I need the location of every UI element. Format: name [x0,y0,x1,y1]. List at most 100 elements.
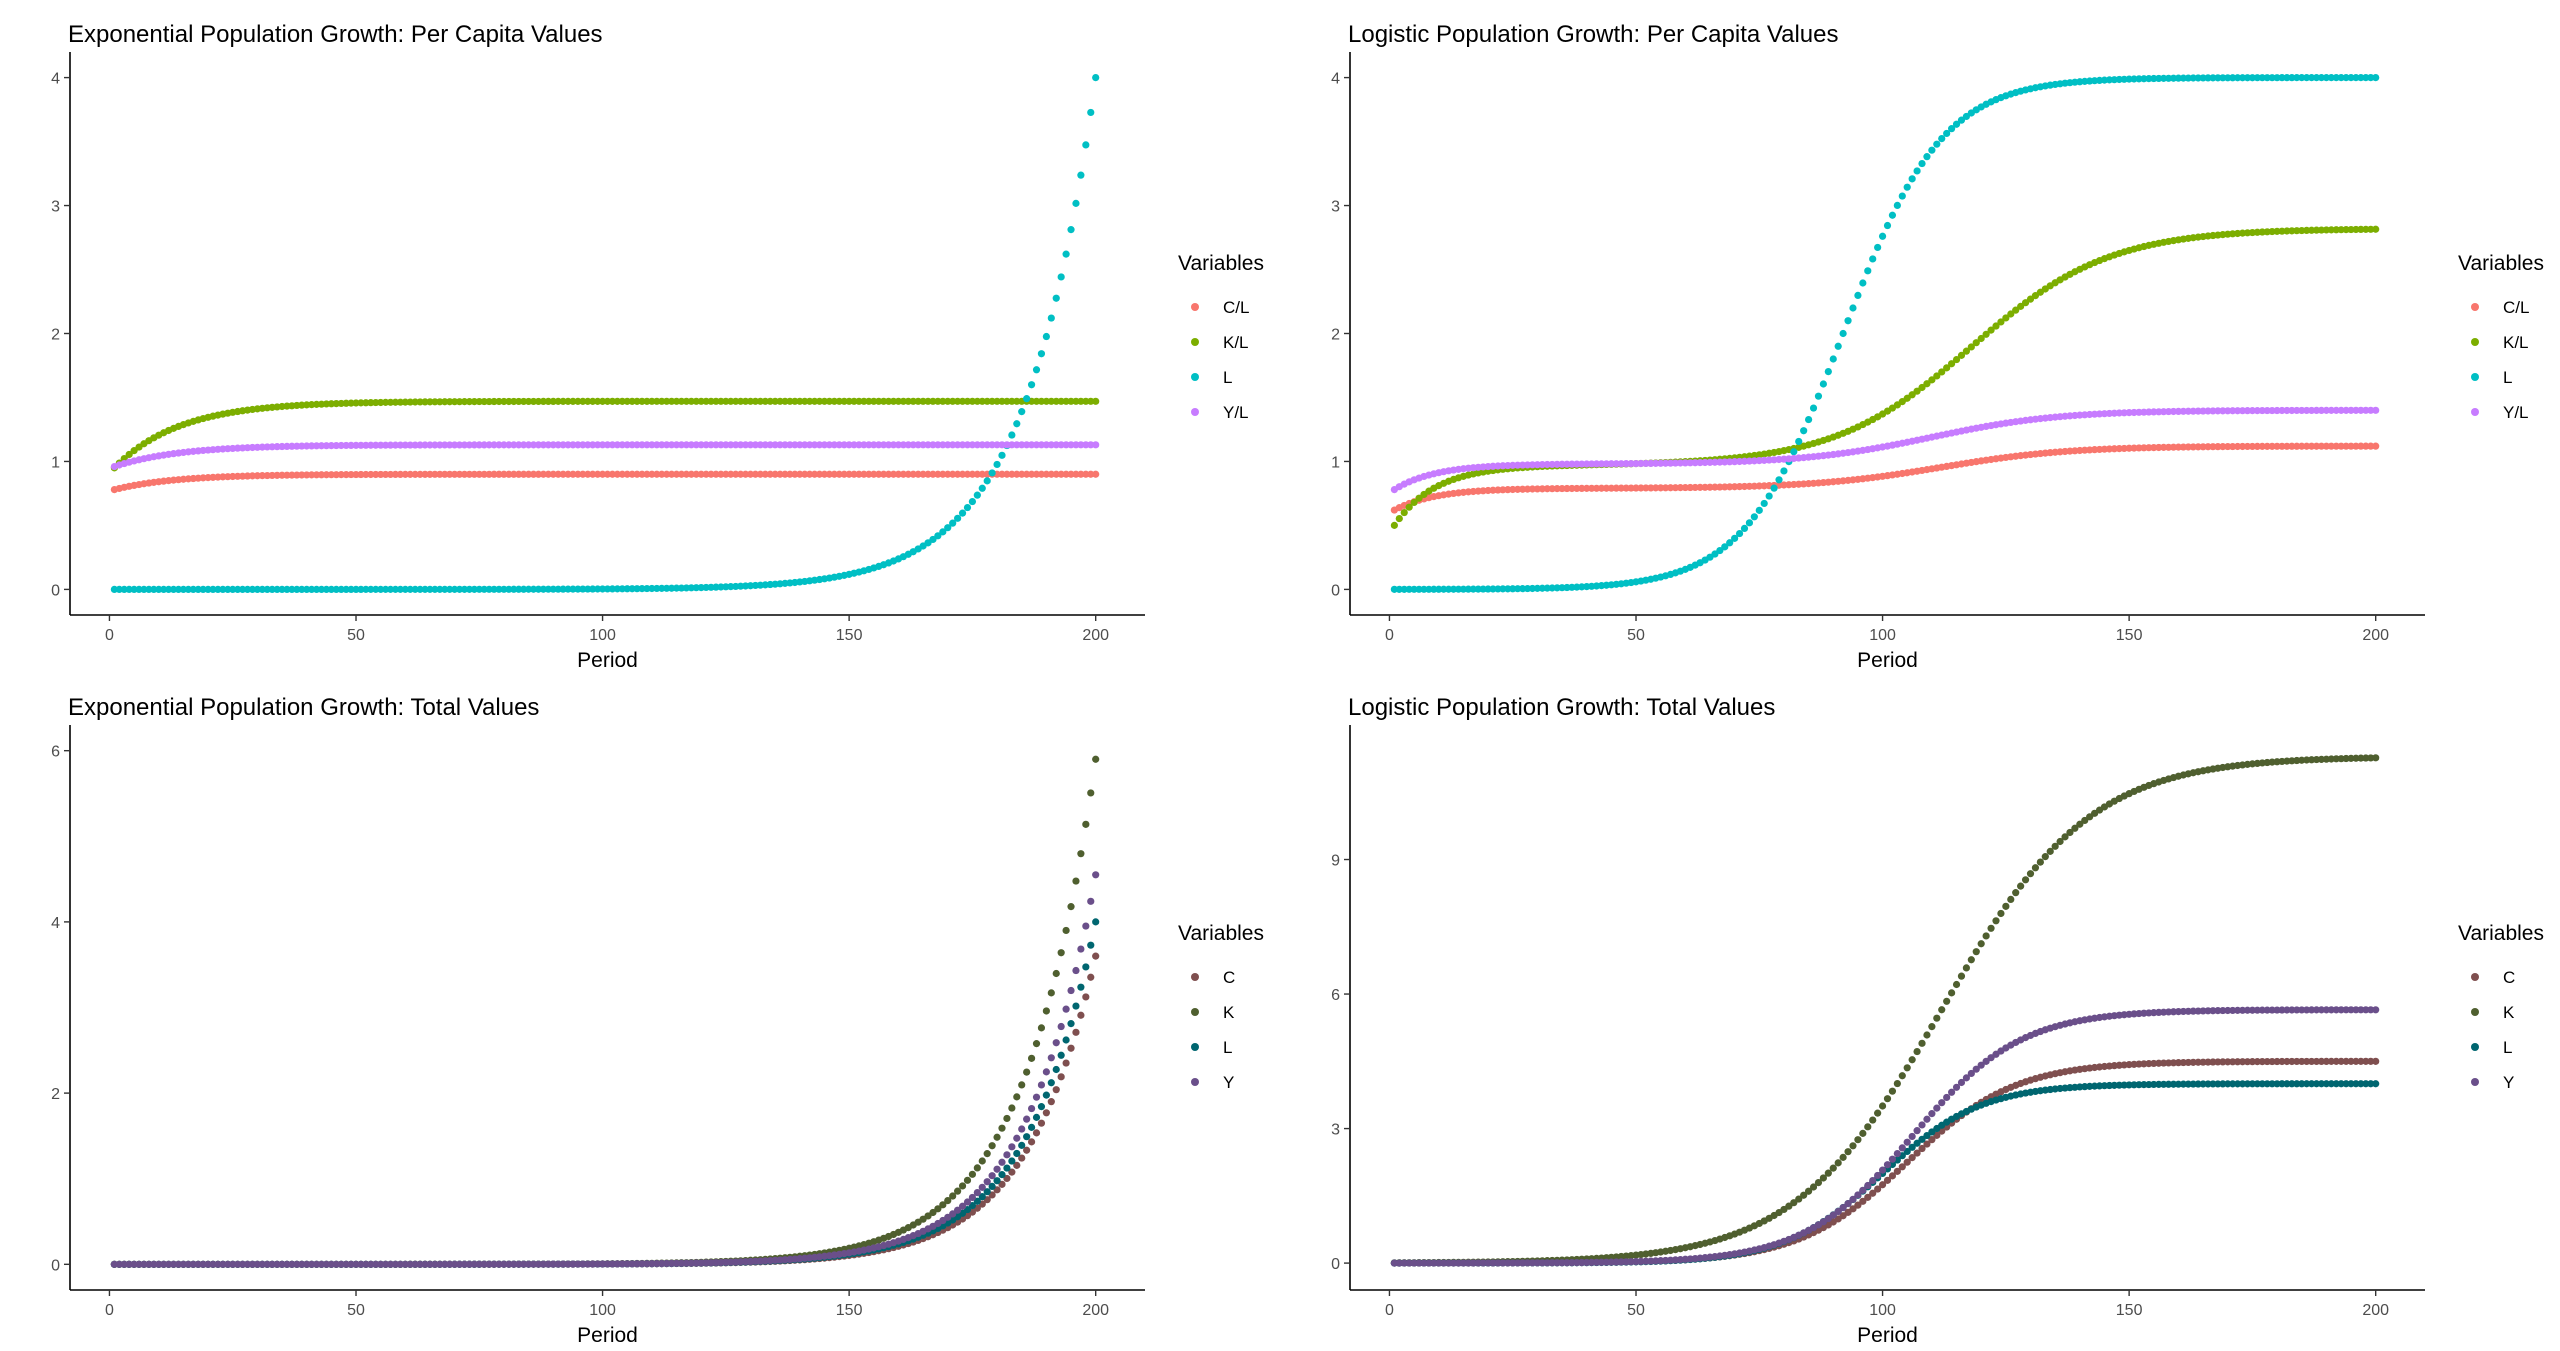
x-axis-label: Period [1857,1324,1918,1347]
data-point [1523,1259,1532,1267]
data-point [2317,74,2326,82]
data-point [884,441,893,449]
data-point [603,470,612,478]
data-point [219,1260,227,1268]
data-point [944,1196,952,1205]
data-point [1013,441,1021,449]
data-point [924,397,932,405]
data-point [411,441,419,449]
data-point [741,441,750,449]
data-point [840,441,848,449]
data-point [1008,470,1016,478]
data-point [702,470,710,478]
data-point [1400,585,1408,593]
data-point [308,1260,316,1268]
data-point [1795,437,1803,446]
data-point [603,441,612,449]
data-point [1765,492,1773,500]
data-point [751,397,760,405]
data-point [732,470,740,478]
data-point [253,585,261,594]
data-point [525,441,533,449]
data-point [2332,74,2340,82]
data-point [455,470,464,478]
data-point [559,585,567,593]
data-point [1013,397,1021,405]
data-point [1755,506,1763,514]
data-point [766,441,774,449]
data-point [1745,519,1754,527]
data-point [1072,470,1080,478]
data-point [820,397,829,405]
data-point [1849,304,1857,312]
data-point [2362,74,2370,82]
data-point [298,585,306,594]
data-point [1052,1086,1060,1094]
data-point [594,470,602,478]
data-point [406,470,414,478]
data-point [500,1260,508,1268]
data-point [1878,1166,1887,1174]
data-point [1008,397,1016,405]
legend-title: Variables [2458,252,2544,275]
data-point [1938,368,1946,376]
data-point [781,397,789,405]
data-point [2248,407,2257,415]
data-point [1062,441,1070,449]
data-point [1042,470,1050,478]
data-point [2238,74,2247,82]
data-point [480,470,488,478]
data-point [411,1260,419,1268]
data-point [801,397,809,405]
data-point [2288,1006,2296,1014]
data-point [1898,1072,1906,1080]
data-point [2293,406,2301,415]
data-point [894,470,903,478]
data-point [771,470,779,478]
data-point [549,585,557,593]
data-point [1003,1151,1011,1159]
data-point [1844,1200,1852,1208]
data-point [396,441,404,449]
data-point [1032,1093,1041,1101]
data-point [2273,1006,2281,1014]
data-point [234,1260,242,1268]
data-point [1420,1259,1428,1267]
data-point [2076,820,2084,828]
data-point [515,585,523,593]
data-point [1923,1131,1931,1140]
data-point [963,441,972,449]
data-point [2362,1006,2370,1014]
data-point [815,397,824,405]
data-point [579,585,587,593]
data-point [741,470,750,478]
data-point [2357,1006,2365,1014]
data-point [707,441,715,449]
data-point [1883,1095,1892,1103]
data-point [584,470,592,478]
data-point [2288,1057,2296,1066]
data-point [653,397,661,405]
x-tick-label: 200 [2362,627,2389,644]
y-tick-label: 2 [1331,327,1340,344]
data-point [865,470,873,478]
legend-key [1191,408,1199,416]
data-point [1072,199,1080,207]
data-point [401,1260,409,1268]
data-point [505,441,513,449]
data-point [2002,314,2010,322]
data-point [1023,441,1031,449]
data-point [1430,1259,1438,1267]
data-point [1023,1115,1031,1123]
data-point [416,585,424,593]
data-point [426,441,434,449]
x-tick-label: 200 [2362,1302,2389,1319]
data-point [2357,1057,2365,1065]
data-point [939,470,947,478]
data-point [1854,1191,1862,1199]
data-point [1839,1153,1847,1161]
data-point [737,470,745,478]
data-point [663,397,671,405]
data-point [2347,1006,2355,1014]
